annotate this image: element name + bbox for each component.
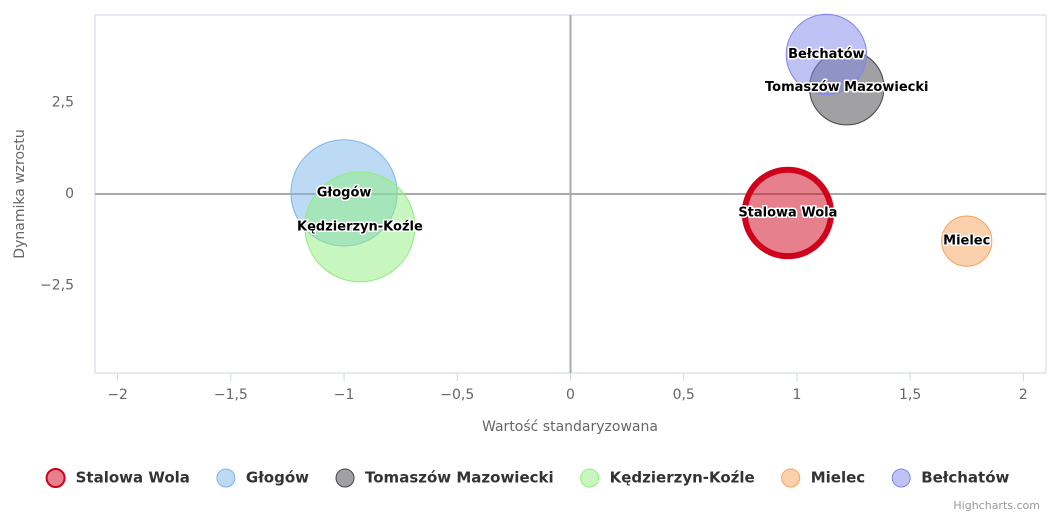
x-tick-label: 1	[792, 387, 801, 403]
legend-label: Bełchatów	[921, 469, 1009, 487]
bubble	[741, 166, 835, 260]
bubble	[941, 215, 993, 267]
legend-marker	[335, 468, 355, 488]
legend-marker	[580, 468, 600, 488]
data-label: Tomaszów Mazowiecki	[765, 80, 928, 95]
y-tick-label: 2,5	[52, 95, 74, 111]
x-tick-label: 1,5	[899, 387, 921, 403]
x-tick-label: −0,5	[440, 387, 474, 403]
legend-label: Mielec	[811, 469, 865, 487]
legend-marker	[216, 468, 236, 488]
x-tick-label: −2	[107, 387, 128, 403]
bubble	[785, 13, 868, 96]
data-label: Kędzierzyn-Koźle	[297, 219, 423, 234]
x-tick-label: −1,5	[214, 387, 248, 403]
y-tick-label: 0	[65, 186, 74, 202]
x-tick-label: −1	[334, 387, 355, 403]
y-axis-title: Dynamika wzrostu	[12, 129, 28, 258]
x-tick-label: 2	[1019, 387, 1028, 403]
data-label: Głogów	[317, 185, 372, 200]
legend-label: Tomaszów Mazowiecki	[365, 469, 554, 487]
legend-marker	[45, 468, 66, 488]
legend-label: Głogów	[246, 469, 309, 487]
data-label: Mielec	[943, 234, 990, 249]
x-tick-label: 0	[566, 387, 575, 403]
bubble	[304, 171, 416, 283]
data-label: Stalowa Wola	[738, 205, 837, 220]
x-tick-label: 0,5	[673, 387, 695, 403]
legend-marker	[891, 468, 911, 488]
credits: Highcharts.com	[953, 499, 1040, 512]
legend-label: Stalowa Wola	[76, 469, 190, 487]
legend-marker	[781, 468, 801, 488]
y-tick-label: −2,5	[40, 277, 74, 293]
data-label: Bełchatów	[788, 47, 864, 62]
legend-label: Kędzierzyn-Koźle	[610, 469, 755, 487]
x-axis-title: Wartość standaryzowana	[482, 419, 658, 435]
